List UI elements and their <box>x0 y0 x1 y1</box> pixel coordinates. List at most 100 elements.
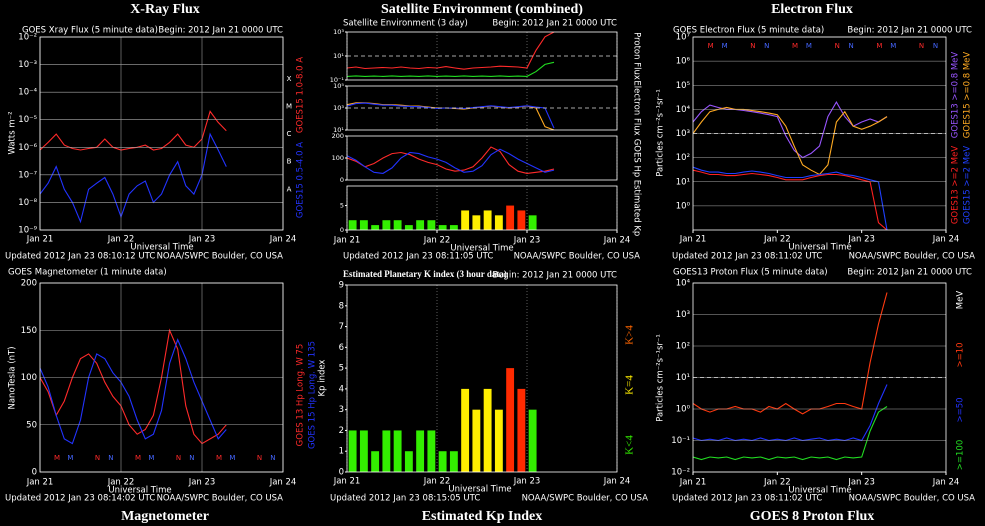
x-tick-label: Jan 24 <box>603 477 631 487</box>
title: Satellite Environment (combined) <box>381 2 583 17</box>
plot-frame <box>39 282 284 473</box>
legend-label: GOES13 >=0.8 MeV <box>951 52 961 139</box>
updated: Updated 2012 Jan 23 08:11:02 UTC <box>672 252 822 262</box>
legend-label: GOES15 0.5-4.0 A <box>296 142 306 218</box>
bar <box>494 215 503 230</box>
bar <box>528 215 537 230</box>
updated: Updated 2012 Jan 23 08:15:05 UTC <box>330 494 480 504</box>
y-tick-label: 0 <box>340 176 344 184</box>
time-marker: N <box>919 42 924 50</box>
ylabel: Kp index <box>318 360 328 397</box>
y-tick-label: 1 <box>339 447 344 457</box>
time-marker: N <box>849 42 854 50</box>
credit: NOAA/SWPC Boulder, CO USA <box>514 252 641 262</box>
plot-frame <box>346 31 618 81</box>
y-tick-label: 10⁵ <box>676 81 690 91</box>
updated: Updated 2012 Jan 23 08:11:05 UTC <box>343 252 493 262</box>
x-tick-label: Jan 22 <box>107 235 135 245</box>
y-tick-label: 50 <box>26 420 37 430</box>
bar <box>371 225 380 230</box>
x-tick-label: Jan 23 <box>513 477 541 487</box>
xlabel: Universal Time <box>788 243 851 253</box>
ylabel: NanoTesla (nT) <box>8 346 18 409</box>
updated: Updated 2012 Jan 23 08:11:02 UTC <box>672 494 822 504</box>
legend-label: K<4 <box>624 435 636 455</box>
series-line <box>40 110 227 151</box>
x-tick-label: Jan 23 <box>513 236 541 246</box>
xlabel: Universal Time <box>130 243 193 253</box>
bar <box>404 451 413 472</box>
bar <box>416 430 425 472</box>
begin: Begin: 2012 Jan 21 0000 UTC <box>847 268 972 278</box>
y-tick-label: 3 <box>339 405 344 415</box>
y-tick-label: 6 <box>339 343 344 353</box>
bar <box>461 210 470 230</box>
y-tick-label: 10⁻⁹ <box>18 226 37 236</box>
x-tick-label: Jan 22 <box>423 477 451 487</box>
bar <box>371 451 380 472</box>
updated: Updated 2012 Jan 23 08:14:02 UTC <box>5 494 155 504</box>
y-tick-label: 100 <box>332 154 344 162</box>
y-tick-label: 10³ <box>676 310 690 320</box>
y-tick-label: 200 <box>332 132 344 140</box>
y-tick-label: 10⁻⁸ <box>18 198 37 208</box>
time-marker: M <box>876 42 882 50</box>
legend-label: >=10 <box>956 342 966 367</box>
series-line <box>347 61 555 77</box>
bar <box>427 220 436 230</box>
legend-label: K>4 <box>624 325 636 345</box>
x-tick-label: Jan 24 <box>269 235 297 245</box>
legend-label: GOES 13 Hp Long. W 75 <box>296 344 306 447</box>
bar <box>449 451 458 472</box>
bar <box>404 225 413 230</box>
time-marker: M <box>54 454 60 462</box>
y-tick-label: 10⁷ <box>676 33 691 43</box>
xlabel: Universal Time <box>450 244 513 254</box>
class-label: X <box>287 75 292 83</box>
bar <box>359 220 368 230</box>
x-tick-label: Jan 23 <box>188 235 216 245</box>
bar <box>506 368 515 472</box>
plot <box>693 101 888 230</box>
y-tick-label: 10⁴ <box>676 105 691 115</box>
y-tick-label: 200 <box>21 279 37 289</box>
plot-frame <box>346 135 618 181</box>
y-tick-label: 100 <box>21 373 37 383</box>
bar <box>438 225 447 230</box>
time-marker: M <box>890 42 896 50</box>
bar <box>517 388 526 472</box>
time-marker: N <box>835 42 840 50</box>
ylabel: Estimated Kp <box>632 180 642 237</box>
series-line <box>693 169 888 230</box>
x-tick-label: Jan 21 <box>26 235 54 245</box>
xlabel: Universal Time <box>108 486 171 496</box>
subtitle: GOES Xray Flux (5 minute data) <box>22 26 158 36</box>
subtitle: Estimated Planetary K index (3 hour data… <box>343 269 507 279</box>
x-tick-label: Jan 21 <box>679 478 707 488</box>
ylabel: Electron Flux <box>632 80 642 135</box>
y-tick-label: 10⁻³ <box>18 60 37 70</box>
ylabel: Proton Flux <box>632 32 642 80</box>
y-tick-label: 7 <box>339 322 344 332</box>
y-tick-label: 10³ <box>676 129 690 139</box>
x-tick-label: Jan 21 <box>679 235 707 245</box>
bar <box>427 430 436 472</box>
credit: NOAA/SWPC Boulder, CO USA <box>849 494 976 504</box>
legend-label: K=4 <box>624 375 636 395</box>
begin: Begin: 2012 Jan 21 0000 UTC <box>492 19 617 29</box>
bar <box>517 210 526 230</box>
begin: Begin: 2012 Jan 21 0000 UTC <box>847 26 972 36</box>
series-line <box>693 166 888 230</box>
time-marker: M <box>722 42 728 50</box>
bar <box>348 430 357 472</box>
y-tick-label: 10¹ <box>333 52 344 60</box>
subtitle: GOES Magnetometer (1 minute data) <box>8 268 167 278</box>
y-tick-label: 5 <box>339 364 344 374</box>
bar <box>438 451 447 472</box>
time-marker: N <box>257 454 262 462</box>
subtitle: GOES13 Proton Flux (5 minute data) <box>673 268 828 278</box>
y-tick-label: 0 <box>339 468 344 478</box>
bar <box>393 430 402 472</box>
legend-label: >=50 <box>956 397 966 422</box>
series-line <box>693 292 888 415</box>
